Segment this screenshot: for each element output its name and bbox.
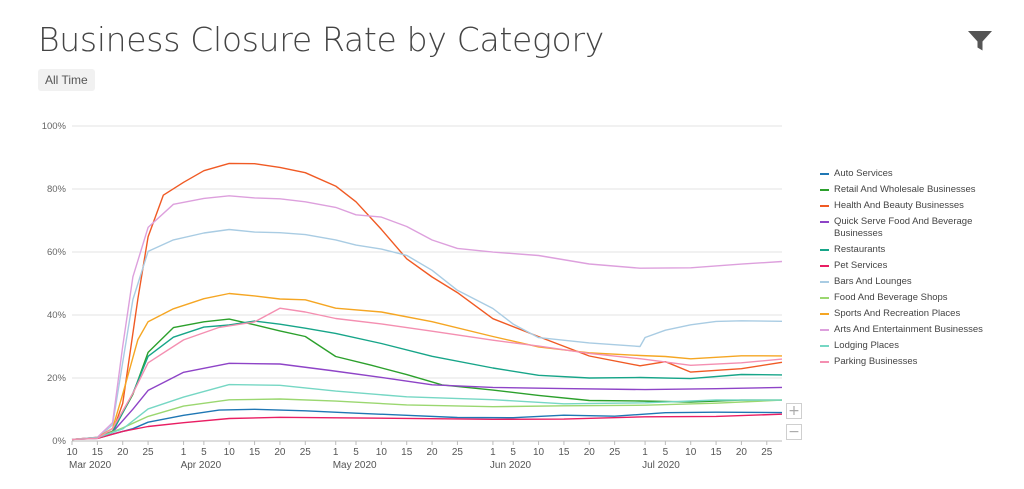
legend-label: Lodging Places	[834, 340, 899, 351]
legend-label: Restaurants	[834, 244, 886, 255]
series-line-quick-serve-food-and-beverage-businesses[interactable]	[71, 362, 783, 441]
x-tick-label: 5	[510, 447, 516, 458]
legend-label: Parking Businesses	[834, 356, 918, 367]
legend-swatch	[820, 205, 829, 207]
series-line-lodging-places[interactable]	[71, 383, 783, 441]
x-tick-label: 15	[558, 447, 570, 458]
series-line-pet-services[interactable]	[71, 413, 783, 441]
series-line-health-and-beauty-businesses[interactable]	[71, 162, 783, 441]
series-line-restaurants[interactable]	[71, 320, 783, 441]
legend-label: Bars And Lounges	[834, 276, 912, 287]
zoom-out-button[interactable]: −	[786, 424, 802, 440]
legend-swatch	[820, 297, 829, 299]
x-tick-label: 25	[609, 447, 621, 458]
legend-label: Auto Services	[834, 168, 893, 179]
x-tick-label: 10	[224, 447, 236, 458]
x-tick-label: 20	[736, 447, 748, 458]
x-tick-label: 5	[201, 447, 207, 458]
chart-gridlines	[72, 125, 782, 442]
x-tick-label: 20	[274, 447, 286, 458]
x-tick-label: 25	[761, 447, 773, 458]
x-tick-label: 10	[685, 447, 697, 458]
x-month-label: Mar 2020	[69, 460, 112, 471]
x-month-label: Apr 2020	[181, 460, 222, 471]
legend-swatch	[820, 249, 829, 251]
legend-item-arts-and-entertainment-businesses[interactable]: Arts And Entertainment Businesses	[820, 324, 1010, 336]
y-tick-label: 40%	[47, 310, 67, 321]
legend-label: Sports And Recreation Places	[834, 308, 961, 319]
x-tick-label: 10	[376, 447, 388, 458]
series-line-sports-and-recreation-places[interactable]	[71, 292, 783, 441]
legend-item-sports-and-recreation-places[interactable]: Sports And Recreation Places	[820, 308, 1010, 320]
legend-item-restaurants[interactable]: Restaurants	[820, 244, 1010, 256]
x-tick-label: 25	[300, 447, 312, 458]
x-month-label: Jun 2020	[490, 460, 532, 471]
legend-label: Quick Serve Food And Beverage Businesses	[834, 216, 973, 239]
legend-label: Health And Beauty Businesses	[834, 200, 964, 211]
series-line-parking-businesses[interactable]	[71, 307, 783, 441]
legend-label: Arts And Entertainment Businesses	[834, 324, 983, 335]
legend-item-auto-services[interactable]: Auto Services	[820, 168, 1010, 180]
x-tick-label: 1	[333, 447, 339, 458]
x-tick-label: 5	[353, 447, 359, 458]
legend-swatch	[820, 313, 829, 315]
time-range-badge[interactable]: All Time	[38, 69, 95, 91]
legend-swatch	[820, 345, 829, 347]
series-line-auto-services[interactable]	[71, 408, 783, 441]
legend-swatch	[820, 173, 829, 175]
x-month-label: Jul 2020	[642, 460, 680, 471]
legend-item-bars-and-lounges[interactable]: Bars And Lounges	[820, 276, 1010, 288]
x-tick-label: 10	[66, 447, 78, 458]
legend-label: Pet Services	[834, 260, 888, 271]
x-tick-label: 15	[711, 447, 723, 458]
x-tick-label: 1	[490, 447, 496, 458]
x-tick-label: 1	[181, 447, 187, 458]
legend-swatch	[820, 361, 829, 363]
chart-legend: Auto Services Retail And Wholesale Busine…	[820, 168, 1010, 372]
series-line-arts-and-entertainment-businesses[interactable]	[71, 195, 783, 441]
x-tick-label: 15	[249, 447, 261, 458]
x-tick-label: 5	[663, 447, 669, 458]
legend-swatch	[820, 281, 829, 283]
x-tick-label: 20	[117, 447, 129, 458]
x-tick-label: 15	[401, 447, 413, 458]
x-tick-label: 1	[642, 447, 648, 458]
x-month-label: May 2020	[333, 460, 377, 471]
legend-label: Retail And Wholesale Businesses	[834, 184, 976, 195]
legend-item-retail-and-wholesale-businesses[interactable]: Retail And Wholesale Businesses	[820, 184, 1010, 196]
x-tick-label: 15	[92, 447, 104, 458]
legend-item-quick-serve-food-and-beverage-businesses[interactable]: Quick Serve Food And Beverage Businesses	[820, 216, 1010, 240]
filter-funnel-icon[interactable]	[967, 30, 993, 52]
y-tick-label: 0%	[52, 436, 66, 447]
legend-swatch	[820, 221, 829, 223]
legend-label: Food And Beverage Shops	[834, 292, 948, 303]
x-tick-label: 20	[427, 447, 439, 458]
page-title: Business Closure Rate by Category	[38, 20, 604, 59]
x-tick-label: 20	[584, 447, 596, 458]
series-line-bars-and-lounges[interactable]	[71, 228, 783, 441]
y-tick-label: 20%	[47, 373, 67, 384]
y-tick-label: 60%	[47, 247, 67, 258]
y-tick-label: 100%	[42, 121, 67, 132]
legend-item-lodging-places[interactable]: Lodging Places	[820, 340, 1010, 352]
x-tick-label: 25	[143, 447, 155, 458]
x-tick-label: 25	[452, 447, 464, 458]
series-line-retail-and-wholesale-businesses[interactable]	[71, 318, 782, 441]
legend-item-pet-services[interactable]: Pet Services	[820, 260, 1010, 272]
legend-swatch	[820, 265, 829, 267]
legend-item-health-and-beauty-businesses[interactable]: Health And Beauty Businesses	[820, 200, 1010, 212]
legend-item-food-and-beverage-shops[interactable]: Food And Beverage Shops	[820, 292, 1010, 304]
legend-swatch	[820, 329, 829, 331]
y-tick-label: 80%	[47, 184, 67, 195]
legend-swatch	[820, 189, 829, 191]
x-tick-label: 10	[533, 447, 545, 458]
legend-item-parking-businesses[interactable]: Parking Businesses	[820, 356, 1010, 368]
zoom-in-button[interactable]: +	[786, 403, 802, 419]
chart-series	[71, 162, 783, 441]
